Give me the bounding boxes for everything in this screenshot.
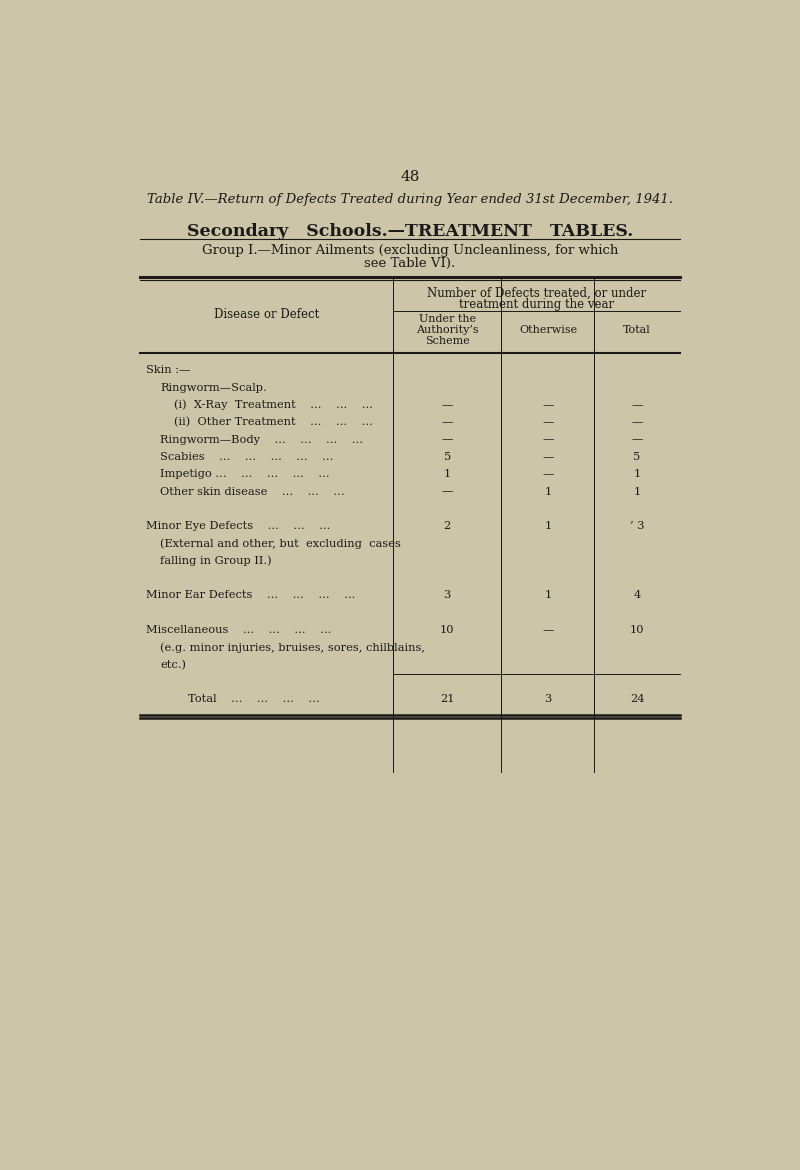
Text: ’ 3: ’ 3 <box>630 521 644 531</box>
Text: Group I.—Minor Ailments (excluding Uncleanliness, for which: Group I.—Minor Ailments (excluding Uncle… <box>202 245 618 257</box>
Text: —: — <box>542 400 554 410</box>
Text: falling in Group II.): falling in Group II.) <box>161 556 272 566</box>
Text: 5: 5 <box>634 452 641 462</box>
Text: 1: 1 <box>544 591 551 600</box>
Text: Miscellaneous    ...    ...    ...    ...: Miscellaneous ... ... ... ... <box>146 625 332 635</box>
Text: Authority’s: Authority’s <box>416 325 478 335</box>
Text: —: — <box>542 434 554 445</box>
Text: 10: 10 <box>630 625 644 635</box>
Text: Number of Defects treated, or under: Number of Defects treated, or under <box>426 287 646 300</box>
Text: Secondary   Schools.—TREATMENT   TABLES.: Secondary Schools.—TREATMENT TABLES. <box>187 222 633 240</box>
Text: see Table VI).: see Table VI). <box>364 257 456 270</box>
Text: —: — <box>542 452 554 462</box>
Text: Disease or Defect: Disease or Defect <box>214 308 319 322</box>
Text: —: — <box>442 418 453 427</box>
Text: 10: 10 <box>440 625 454 635</box>
Text: —: — <box>442 434 453 445</box>
Text: —: — <box>631 418 642 427</box>
Text: (i)  X-Ray  Treatment    ...    ...    ...: (i) X-Ray Treatment ... ... ... <box>174 400 374 411</box>
Text: Total    ...    ...    ...    ...: Total ... ... ... ... <box>188 695 320 704</box>
Text: 2: 2 <box>443 521 451 531</box>
Text: 1: 1 <box>634 469 641 480</box>
Text: etc.): etc.) <box>161 660 186 670</box>
Text: —: — <box>631 400 642 410</box>
Text: 4: 4 <box>634 591 641 600</box>
Text: Scheme: Scheme <box>425 336 470 346</box>
Text: Under the: Under the <box>418 315 476 324</box>
Text: 21: 21 <box>440 695 454 704</box>
Text: treatment during the vear: treatment during the vear <box>458 298 614 311</box>
Text: 1: 1 <box>544 487 551 496</box>
Text: 24: 24 <box>630 695 644 704</box>
Text: Table IV.—Return of Defects Treated during Year ended 31st December, 1941.: Table IV.—Return of Defects Treated duri… <box>147 193 673 206</box>
Text: Ringworm—Body    ...    ...    ...    ...: Ringworm—Body ... ... ... ... <box>161 434 363 445</box>
Text: Skin :—: Skin :— <box>146 365 191 376</box>
Text: Minor Ear Defects    ...    ...    ...    ...: Minor Ear Defects ... ... ... ... <box>146 591 356 600</box>
Text: 1: 1 <box>544 521 551 531</box>
Text: Total: Total <box>623 325 651 335</box>
Text: (External and other, but  excluding  cases: (External and other, but excluding cases <box>161 538 402 549</box>
Text: —: — <box>542 418 554 427</box>
Text: Ringworm—Scalp.: Ringworm—Scalp. <box>161 383 267 393</box>
Text: —: — <box>542 625 554 635</box>
Text: 3: 3 <box>544 695 551 704</box>
Text: —: — <box>442 400 453 410</box>
Text: 1: 1 <box>634 487 641 496</box>
Text: 5: 5 <box>443 452 451 462</box>
Text: Other skin disease    ...    ...    ...: Other skin disease ... ... ... <box>161 487 345 496</box>
Text: —: — <box>442 487 453 496</box>
Text: (ii)  Other Treatment    ...    ...    ...: (ii) Other Treatment ... ... ... <box>174 418 374 427</box>
Text: Otherwise: Otherwise <box>519 325 577 335</box>
Text: —: — <box>542 469 554 480</box>
Text: 3: 3 <box>443 591 451 600</box>
Text: 48: 48 <box>400 170 420 184</box>
Text: —: — <box>631 434 642 445</box>
Text: Minor Eye Defects    ...    ...    ...: Minor Eye Defects ... ... ... <box>146 521 331 531</box>
Text: 1: 1 <box>443 469 451 480</box>
Text: Scabies    ...    ...    ...    ...    ...: Scabies ... ... ... ... ... <box>161 452 334 462</box>
Text: (e.g. minor injuries, bruises, sores, chilblains,: (e.g. minor injuries, bruises, sores, ch… <box>161 642 426 653</box>
Text: Impetigo ...    ...    ...    ...    ...: Impetigo ... ... ... ... ... <box>161 469 330 480</box>
